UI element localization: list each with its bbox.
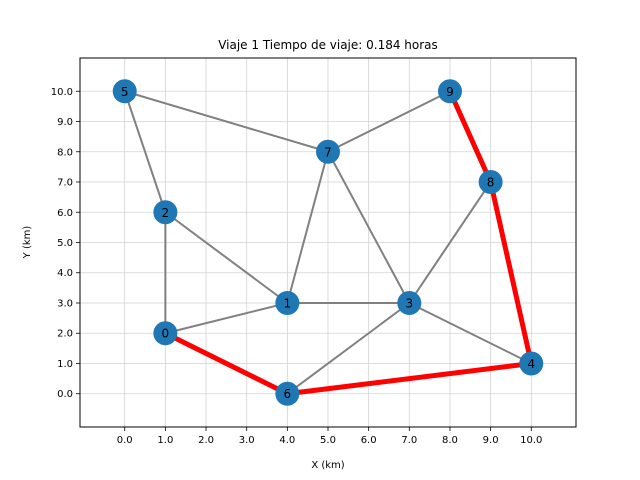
edge-0-1	[164, 301, 289, 335]
node-marker	[275, 381, 300, 406]
x-tick-label: 7.0	[401, 435, 417, 446]
node-marker	[153, 200, 178, 225]
node-label: 7	[324, 145, 332, 159]
y-tick-label: 8.0	[57, 147, 73, 158]
y-axis-label: Y (km)	[22, 226, 33, 260]
x-tick-label: 3.0	[239, 435, 255, 446]
node-5: 5	[112, 79, 137, 104]
node-label: 0	[162, 327, 170, 341]
node-label: 2	[162, 206, 170, 220]
nodes: 0 1 2 3 4 5 6 7 8 9	[112, 79, 544, 406]
node-marker	[397, 290, 422, 315]
route-edge-8-4	[488, 179, 534, 366]
x-tick-label: 6.0	[361, 435, 377, 446]
node-marker	[437, 79, 462, 104]
edge-7-9	[327, 90, 451, 153]
edge-3-4	[408, 301, 533, 365]
x-axis-label: X (km)	[311, 460, 344, 471]
node-2: 2	[153, 200, 178, 225]
x-tick-label: 8.0	[442, 435, 458, 446]
node-7: 7	[316, 139, 340, 164]
y-tick-label: 0.0	[57, 389, 73, 400]
route-edge-4-6	[284, 360, 534, 397]
edge-5-2	[123, 90, 167, 214]
node-8: 8	[478, 170, 503, 195]
node-label: 3	[405, 296, 413, 310]
x-tick-label: 5.0	[320, 435, 336, 446]
node-3: 3	[397, 290, 422, 315]
node-label: 9	[446, 85, 454, 99]
x-tick-label: 4.0	[279, 435, 295, 446]
x-tick-label: 10.0	[520, 435, 542, 446]
edges	[123, 90, 533, 395]
node-label: 8	[487, 176, 495, 190]
route-edge-6-0	[162, 330, 290, 397]
y-tick-label: 1.0	[57, 359, 73, 370]
node-label: 1	[284, 296, 292, 310]
y-tick-label: 7.0	[57, 178, 73, 189]
node-label: 5	[121, 85, 129, 99]
node-label: 4	[527, 357, 535, 371]
x-tick-label: 2.0	[198, 435, 214, 446]
edge-7-3	[327, 150, 411, 304]
y-tick-label: 2.0	[57, 329, 73, 340]
edge-3-8	[408, 181, 492, 304]
x-tick-label: 1.0	[157, 435, 173, 446]
node-marker	[275, 290, 300, 315]
node-1: 1	[275, 290, 300, 315]
y-tick-label: 3.0	[57, 298, 73, 309]
node-6: 6	[275, 381, 300, 406]
node-marker	[519, 351, 544, 376]
x-tick-label: 9.0	[483, 435, 499, 446]
node-4: 4	[519, 351, 544, 376]
y-tick-label: 4.0	[57, 268, 73, 279]
node-marker	[478, 170, 503, 195]
route	[162, 88, 534, 397]
edge-3-6	[286, 301, 411, 395]
route-edge-9-8	[447, 88, 494, 185]
edge-2-1	[164, 211, 289, 304]
chart-title: Viaje 1 Tiempo de viaje: 0.184 horas	[218, 38, 438, 52]
node-label: 6	[284, 387, 292, 401]
y-tick-label: 10.0	[51, 87, 73, 98]
ticks: 0.0 1.0 2.0 3.0 4.0 5.0 6.0 7.0 8.0 9.0 10.0 0.0 1.0…	[51, 87, 543, 446]
edge-5-7	[123, 90, 329, 153]
node-9: 9	[437, 79, 462, 104]
x-tick-label: 0.0	[117, 435, 133, 446]
node-0: 0	[153, 321, 178, 346]
node-marker	[112, 79, 137, 104]
edge-1-7	[286, 150, 329, 304]
y-tick-label: 6.0	[57, 208, 73, 219]
node-marker	[153, 321, 178, 346]
node-marker	[316, 139, 340, 164]
y-tick-label: 9.0	[57, 117, 73, 128]
y-tick-label: 5.0	[57, 238, 73, 249]
